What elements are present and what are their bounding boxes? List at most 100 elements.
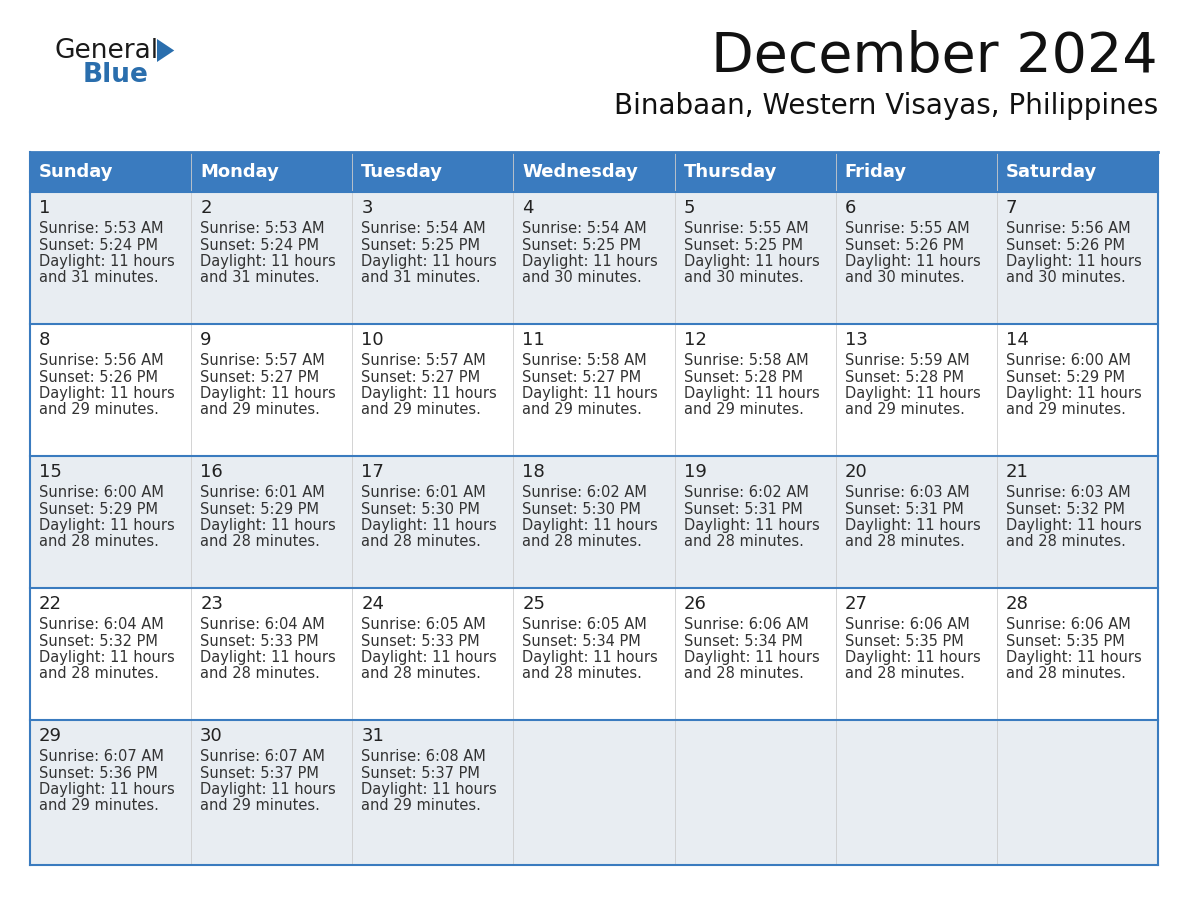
- Text: Daylight: 11 hours: Daylight: 11 hours: [683, 254, 820, 269]
- Text: Daylight: 11 hours: Daylight: 11 hours: [361, 782, 497, 797]
- Text: and 30 minutes.: and 30 minutes.: [523, 271, 643, 285]
- Text: and 31 minutes.: and 31 minutes.: [39, 271, 159, 285]
- Text: Sunset: 5:28 PM: Sunset: 5:28 PM: [845, 370, 963, 385]
- Text: and 29 minutes.: and 29 minutes.: [39, 799, 159, 813]
- Bar: [191, 588, 353, 720]
- Text: Sunset: 5:31 PM: Sunset: 5:31 PM: [683, 501, 802, 517]
- Text: 8: 8: [39, 331, 50, 349]
- Bar: [353, 324, 513, 456]
- Text: Daylight: 11 hours: Daylight: 11 hours: [845, 386, 980, 401]
- Text: Daylight: 11 hours: Daylight: 11 hours: [361, 650, 497, 665]
- Text: 11: 11: [523, 331, 545, 349]
- Text: Sunrise: 5:53 AM: Sunrise: 5:53 AM: [200, 221, 324, 236]
- Text: Daylight: 11 hours: Daylight: 11 hours: [39, 650, 175, 665]
- Text: Sunrise: 5:55 AM: Sunrise: 5:55 AM: [845, 221, 969, 236]
- Text: 28: 28: [1006, 595, 1029, 613]
- Text: Sunrise: 5:53 AM: Sunrise: 5:53 AM: [39, 221, 164, 236]
- Text: Sunset: 5:27 PM: Sunset: 5:27 PM: [200, 370, 320, 385]
- Text: 6: 6: [845, 199, 857, 217]
- Bar: [191, 720, 353, 865]
- Text: 25: 25: [523, 595, 545, 613]
- Text: Sunrise: 6:00 AM: Sunrise: 6:00 AM: [1006, 353, 1131, 368]
- Text: 24: 24: [361, 595, 384, 613]
- Text: Sunset: 5:25 PM: Sunset: 5:25 PM: [523, 238, 642, 252]
- Text: Sunset: 5:35 PM: Sunset: 5:35 PM: [1006, 633, 1125, 648]
- Text: and 29 minutes.: and 29 minutes.: [361, 402, 481, 418]
- Text: Sunrise: 6:01 AM: Sunrise: 6:01 AM: [361, 485, 486, 500]
- Text: 27: 27: [845, 595, 867, 613]
- Bar: [513, 324, 675, 456]
- Text: Daylight: 11 hours: Daylight: 11 hours: [683, 518, 820, 533]
- Text: and 31 minutes.: and 31 minutes.: [361, 271, 481, 285]
- Text: 19: 19: [683, 463, 707, 481]
- Bar: [997, 720, 1158, 865]
- Bar: [835, 720, 997, 865]
- Text: Daylight: 11 hours: Daylight: 11 hours: [1006, 254, 1142, 269]
- Text: Sunrise: 5:54 AM: Sunrise: 5:54 AM: [361, 221, 486, 236]
- Text: Sunrise: 6:06 AM: Sunrise: 6:06 AM: [845, 617, 969, 632]
- Text: Sunrise: 6:07 AM: Sunrise: 6:07 AM: [39, 749, 164, 764]
- Text: Sunrise: 6:04 AM: Sunrise: 6:04 AM: [39, 617, 164, 632]
- Text: Sunset: 5:24 PM: Sunset: 5:24 PM: [200, 238, 320, 252]
- Text: Monday: Monday: [200, 163, 279, 181]
- Text: 23: 23: [200, 595, 223, 613]
- Text: Sunset: 5:25 PM: Sunset: 5:25 PM: [361, 238, 480, 252]
- Text: and 29 minutes.: and 29 minutes.: [39, 402, 159, 418]
- Text: Sunday: Sunday: [39, 163, 114, 181]
- Text: and 28 minutes.: and 28 minutes.: [1006, 534, 1126, 550]
- Bar: [513, 720, 675, 865]
- Text: and 29 minutes.: and 29 minutes.: [523, 402, 643, 418]
- Text: Daylight: 11 hours: Daylight: 11 hours: [1006, 650, 1142, 665]
- Text: 22: 22: [39, 595, 62, 613]
- Text: General: General: [55, 38, 159, 64]
- Bar: [835, 152, 997, 192]
- Bar: [30, 324, 191, 456]
- Text: and 29 minutes.: and 29 minutes.: [361, 799, 481, 813]
- Text: Sunset: 5:28 PM: Sunset: 5:28 PM: [683, 370, 803, 385]
- Bar: [835, 456, 997, 588]
- Text: Sunrise: 6:01 AM: Sunrise: 6:01 AM: [200, 485, 324, 500]
- Text: Daylight: 11 hours: Daylight: 11 hours: [683, 650, 820, 665]
- Text: Sunset: 5:29 PM: Sunset: 5:29 PM: [200, 501, 320, 517]
- Text: Sunrise: 6:05 AM: Sunrise: 6:05 AM: [361, 617, 486, 632]
- Text: Sunset: 5:30 PM: Sunset: 5:30 PM: [361, 501, 480, 517]
- Text: Daylight: 11 hours: Daylight: 11 hours: [39, 254, 175, 269]
- Bar: [30, 152, 191, 192]
- Bar: [191, 152, 353, 192]
- Text: Daylight: 11 hours: Daylight: 11 hours: [39, 386, 175, 401]
- Text: Saturday: Saturday: [1006, 163, 1097, 181]
- Text: 15: 15: [39, 463, 62, 481]
- Text: and 30 minutes.: and 30 minutes.: [845, 271, 965, 285]
- Text: Sunset: 5:37 PM: Sunset: 5:37 PM: [200, 766, 320, 780]
- Text: Sunset: 5:33 PM: Sunset: 5:33 PM: [200, 633, 318, 648]
- Text: Daylight: 11 hours: Daylight: 11 hours: [39, 518, 175, 533]
- Text: and 28 minutes.: and 28 minutes.: [39, 666, 159, 681]
- Text: 17: 17: [361, 463, 384, 481]
- Bar: [675, 324, 835, 456]
- Text: 16: 16: [200, 463, 223, 481]
- Text: and 30 minutes.: and 30 minutes.: [1006, 271, 1125, 285]
- Text: Sunrise: 6:02 AM: Sunrise: 6:02 AM: [523, 485, 647, 500]
- Bar: [997, 192, 1158, 324]
- Text: and 28 minutes.: and 28 minutes.: [683, 666, 803, 681]
- Text: Sunset: 5:25 PM: Sunset: 5:25 PM: [683, 238, 803, 252]
- Bar: [997, 456, 1158, 588]
- Text: Daylight: 11 hours: Daylight: 11 hours: [361, 518, 497, 533]
- Text: Friday: Friday: [845, 163, 906, 181]
- Bar: [675, 152, 835, 192]
- Text: Sunrise: 5:55 AM: Sunrise: 5:55 AM: [683, 221, 808, 236]
- Text: and 28 minutes.: and 28 minutes.: [1006, 666, 1126, 681]
- Text: Sunset: 5:27 PM: Sunset: 5:27 PM: [523, 370, 642, 385]
- Bar: [353, 720, 513, 865]
- Text: and 28 minutes.: and 28 minutes.: [39, 534, 159, 550]
- Text: Daylight: 11 hours: Daylight: 11 hours: [200, 518, 336, 533]
- Text: 18: 18: [523, 463, 545, 481]
- Text: 14: 14: [1006, 331, 1029, 349]
- Bar: [997, 588, 1158, 720]
- Text: Sunrise: 6:06 AM: Sunrise: 6:06 AM: [1006, 617, 1131, 632]
- Text: Sunrise: 6:04 AM: Sunrise: 6:04 AM: [200, 617, 324, 632]
- Bar: [353, 456, 513, 588]
- Text: 10: 10: [361, 331, 384, 349]
- Text: Sunset: 5:27 PM: Sunset: 5:27 PM: [361, 370, 480, 385]
- Text: and 28 minutes.: and 28 minutes.: [845, 666, 965, 681]
